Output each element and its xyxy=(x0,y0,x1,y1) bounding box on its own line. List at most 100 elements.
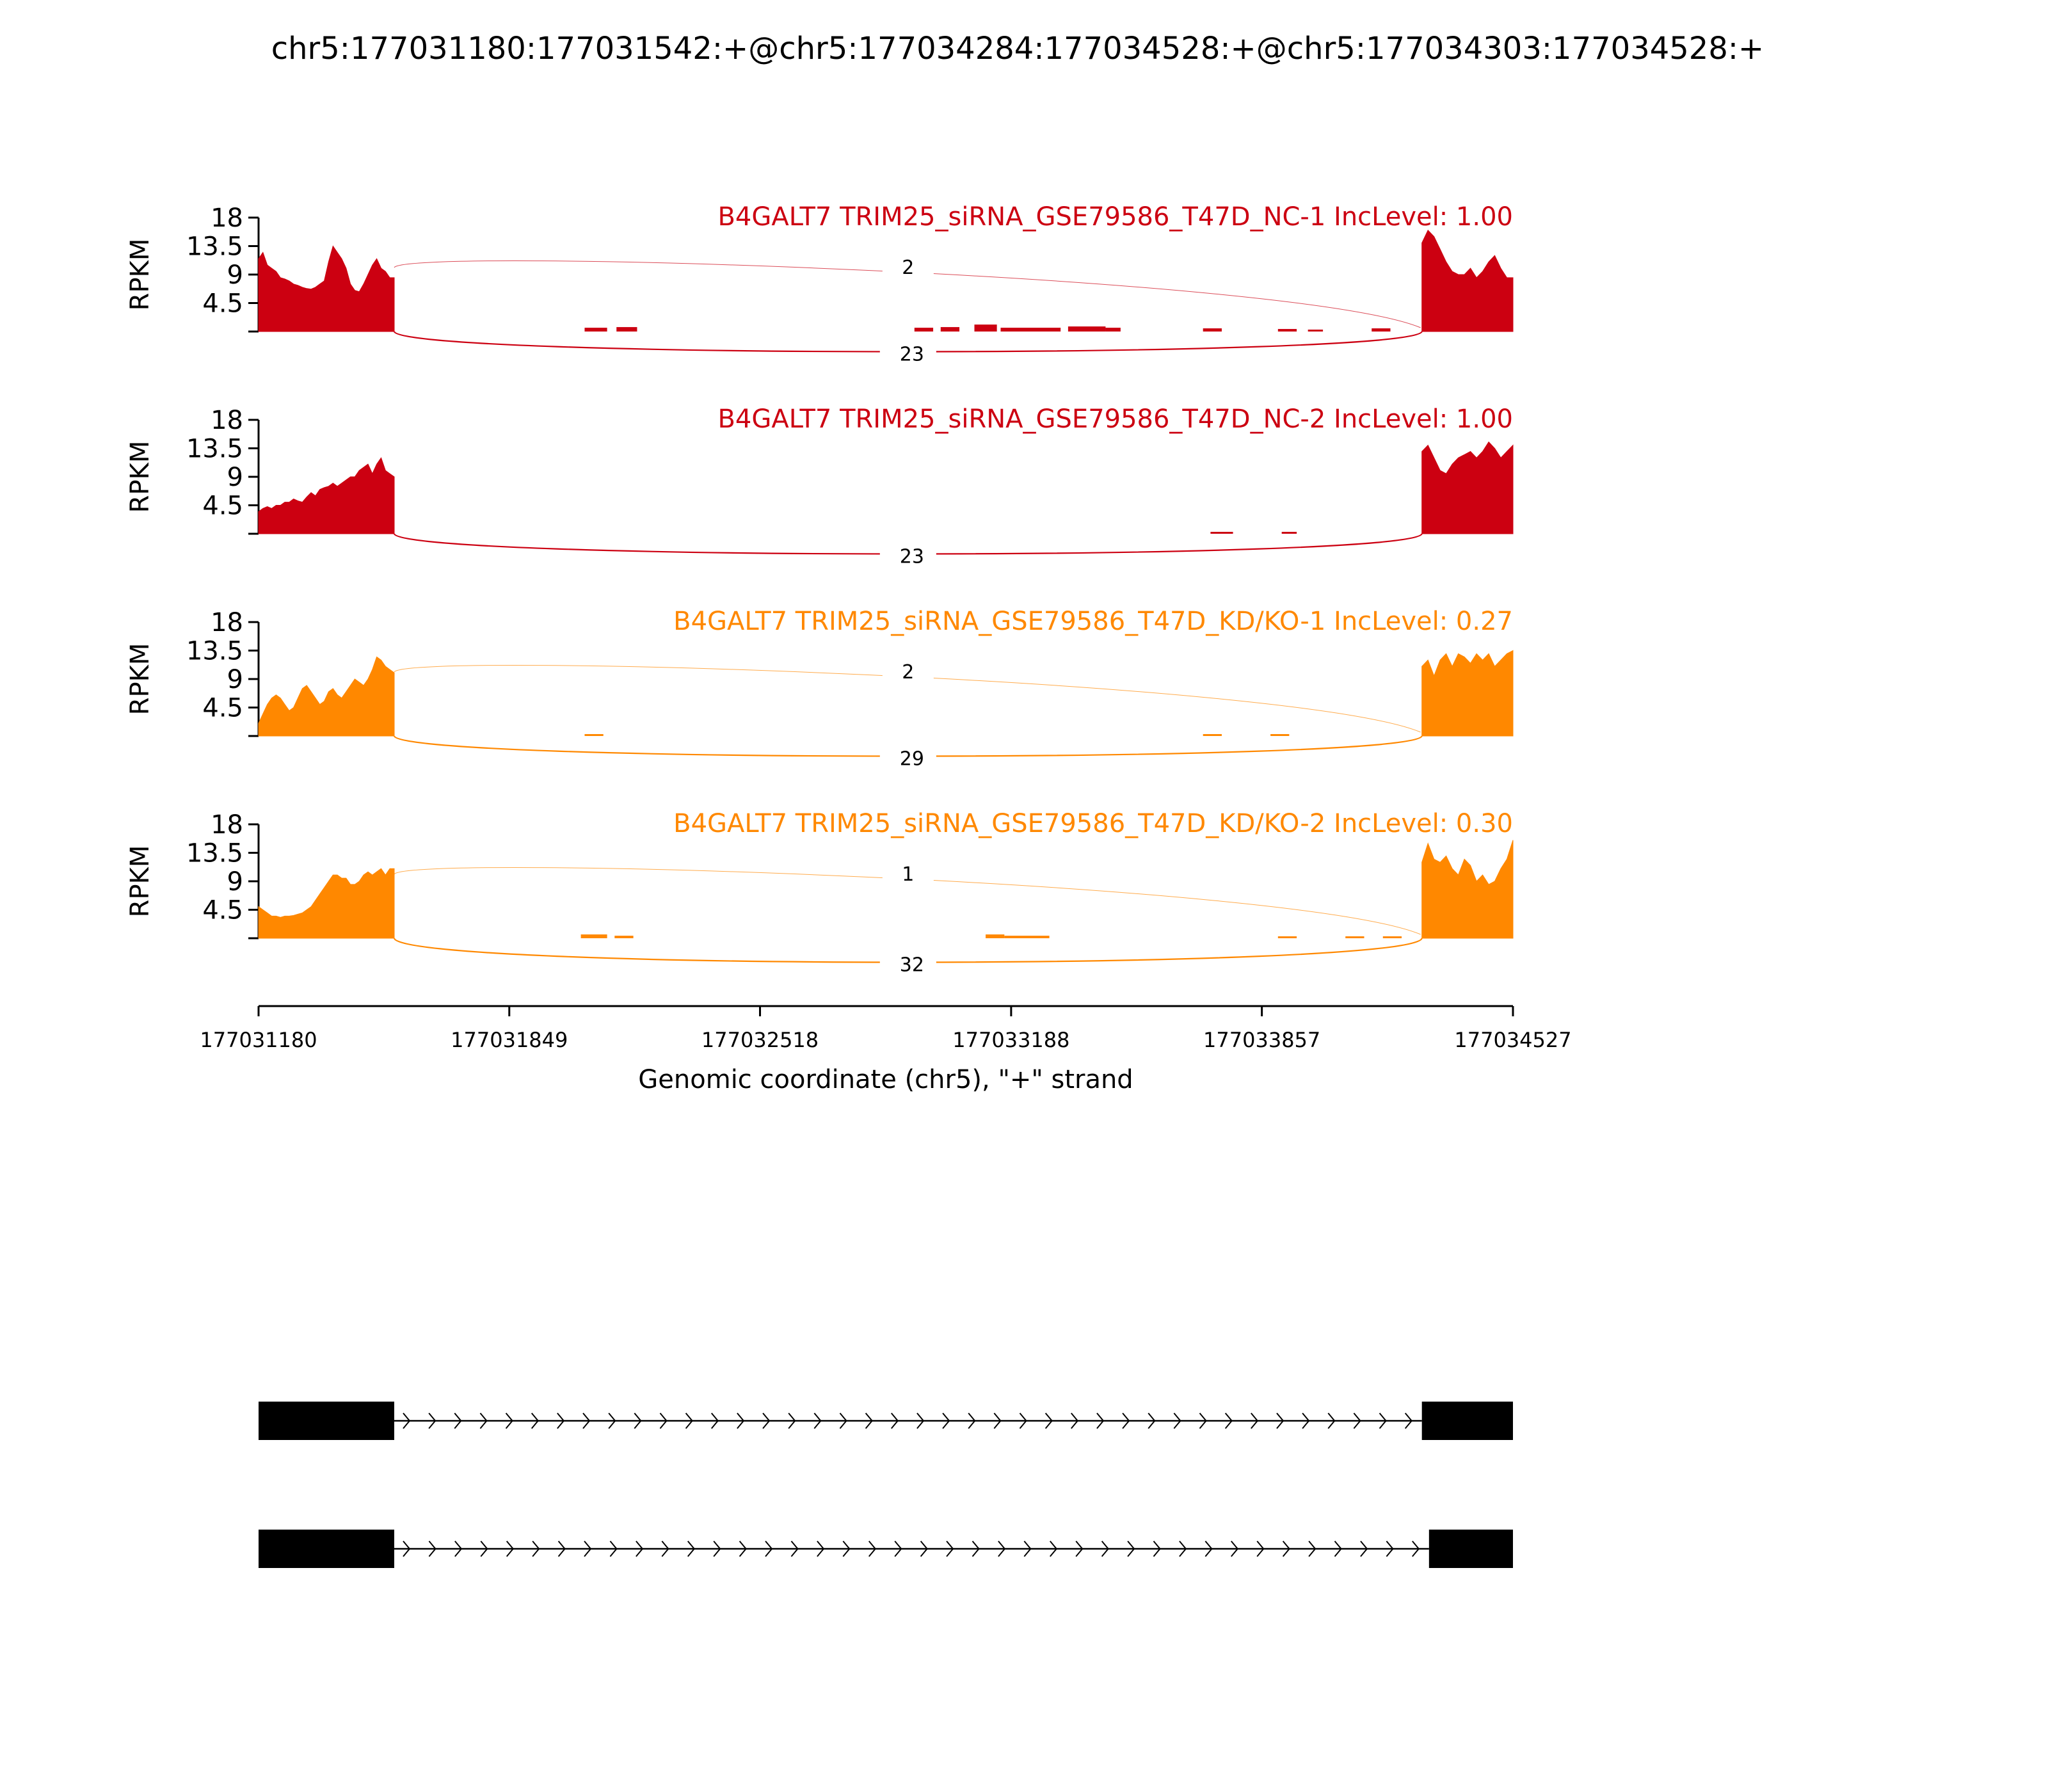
strand-arrow xyxy=(661,1540,669,1557)
strand-arrow xyxy=(842,1540,851,1557)
strand-arrow xyxy=(1019,1412,1027,1429)
junction-label-bg xyxy=(879,747,936,772)
panel-title: B4GALT7 TRIM25_siRNA_GSE79586_T47D_KD/KO… xyxy=(673,809,1513,838)
x-axis-ticks: 177031180 177031849 177032518 177033188 1770… xyxy=(200,1006,1572,1052)
intron-coverage xyxy=(584,328,607,332)
strand-arrow xyxy=(1231,1540,1239,1557)
strand-arrow xyxy=(1101,1540,1109,1557)
strand-arrow xyxy=(609,1540,618,1557)
strand-arrow xyxy=(1122,1412,1130,1429)
strand-arrow xyxy=(687,1540,696,1557)
x-tick-label: 177031849 xyxy=(451,1028,568,1052)
strand-arrow xyxy=(1379,1412,1387,1429)
strand-arrow xyxy=(1251,1412,1259,1429)
strand-arrow xyxy=(968,1412,976,1429)
inclusion-junction-arc xyxy=(394,867,1421,935)
strand-arrow xyxy=(1075,1540,1084,1557)
x-tick-label: 177031180 xyxy=(200,1028,317,1052)
y-tick-label: 18 xyxy=(211,608,243,637)
y-tick-label: 13.5 xyxy=(186,839,243,868)
skipping-junction-count: 23 xyxy=(900,546,924,568)
junction-label-bg xyxy=(882,864,934,886)
x-axis-label: Genomic coordinate (chr5), "+" strand xyxy=(638,1065,1133,1094)
intron-coverage xyxy=(1203,734,1222,736)
strand-arrow xyxy=(1360,1540,1368,1557)
strand-arrow xyxy=(737,1412,745,1429)
strand-arrow xyxy=(582,1412,591,1429)
exon1-coverage xyxy=(258,245,395,332)
intron-coverage xyxy=(1004,936,1050,938)
panel-title: B4GALT7 TRIM25_siRNA_GSE79586_T47D_NC-2 … xyxy=(717,404,1513,434)
strand-arrow xyxy=(1327,1412,1336,1429)
exon-block xyxy=(1421,1402,1513,1440)
y-axis-label: RPKM xyxy=(125,845,155,918)
skipping-junction-count: 29 xyxy=(900,748,924,771)
y-tick-label: 9 xyxy=(227,463,243,492)
strand-arrow xyxy=(894,1540,902,1557)
strand-arrow xyxy=(1224,1412,1233,1429)
x-tick-label: 177033857 xyxy=(1203,1028,1320,1052)
strand-arrow xyxy=(817,1540,825,1557)
strand-arrow xyxy=(1386,1540,1394,1557)
intron-coverage xyxy=(914,328,934,332)
skipping-junction-count: 23 xyxy=(900,344,924,366)
strand-arrow xyxy=(1353,1412,1361,1429)
strand-arrow xyxy=(1173,1412,1181,1429)
strand-arrow xyxy=(505,1412,513,1429)
y-axis-label: RPKM xyxy=(125,239,155,311)
figure-title: chr5:177031180:177031542:+@chr5:17703428… xyxy=(271,31,1764,67)
exon1-coverage xyxy=(258,868,395,939)
strand-arrow xyxy=(1308,1540,1316,1557)
intron-coverage xyxy=(584,734,604,736)
strand-arrow xyxy=(891,1412,899,1429)
strand-arrow xyxy=(1334,1540,1342,1557)
strand-arrow xyxy=(1302,1412,1310,1429)
exon1-coverage xyxy=(258,656,395,737)
strand-arrow xyxy=(403,1540,411,1557)
strand-arrow xyxy=(480,1540,488,1557)
strand-arrow xyxy=(993,1412,1002,1429)
junction-label-bg xyxy=(879,342,936,367)
strand-arrow xyxy=(813,1412,822,1429)
skipping-junction-count: 32 xyxy=(900,954,924,977)
strand-arrow xyxy=(685,1412,693,1429)
strand-arrow xyxy=(532,1540,540,1557)
strand-arrow xyxy=(531,1412,540,1429)
strand-arrow xyxy=(920,1540,928,1557)
y-axis-label: RPKM xyxy=(125,441,155,513)
y-tick-label: 18 xyxy=(211,204,243,233)
strand-arrow xyxy=(762,1412,771,1429)
strand-arrow xyxy=(739,1540,747,1557)
y-tick-label: 9 xyxy=(227,260,243,290)
intron-coverage xyxy=(1203,328,1222,332)
transcript-1 xyxy=(259,1402,1513,1440)
intron-coverage xyxy=(1382,936,1402,938)
intron-coverage xyxy=(1372,328,1391,332)
strand-arrow xyxy=(428,1412,436,1429)
intron-coverage xyxy=(614,936,634,938)
strand-arrow xyxy=(1412,1540,1420,1557)
exon-block xyxy=(1428,1530,1513,1568)
strand-arrow xyxy=(710,1412,719,1429)
strand-arrow xyxy=(1256,1540,1265,1557)
exon2-coverage xyxy=(1421,650,1514,737)
strand-arrow xyxy=(868,1540,877,1557)
exon2-coverage xyxy=(1421,441,1514,534)
strand-arrow xyxy=(454,1412,462,1429)
strand-arrow xyxy=(1204,1540,1213,1557)
inclusion-junction-arc xyxy=(394,665,1421,733)
exon-block xyxy=(259,1530,394,1568)
strand-arrow xyxy=(946,1540,954,1557)
intron-coverage xyxy=(1068,326,1106,332)
strand-arrow xyxy=(454,1540,463,1557)
strand-arrow xyxy=(972,1540,980,1557)
strand-arrow xyxy=(1127,1540,1135,1557)
intron-coverage xyxy=(986,934,1005,938)
junction-label-bg xyxy=(879,545,936,570)
gene-model xyxy=(259,1402,1513,1568)
intron-coverage xyxy=(1000,328,1061,332)
